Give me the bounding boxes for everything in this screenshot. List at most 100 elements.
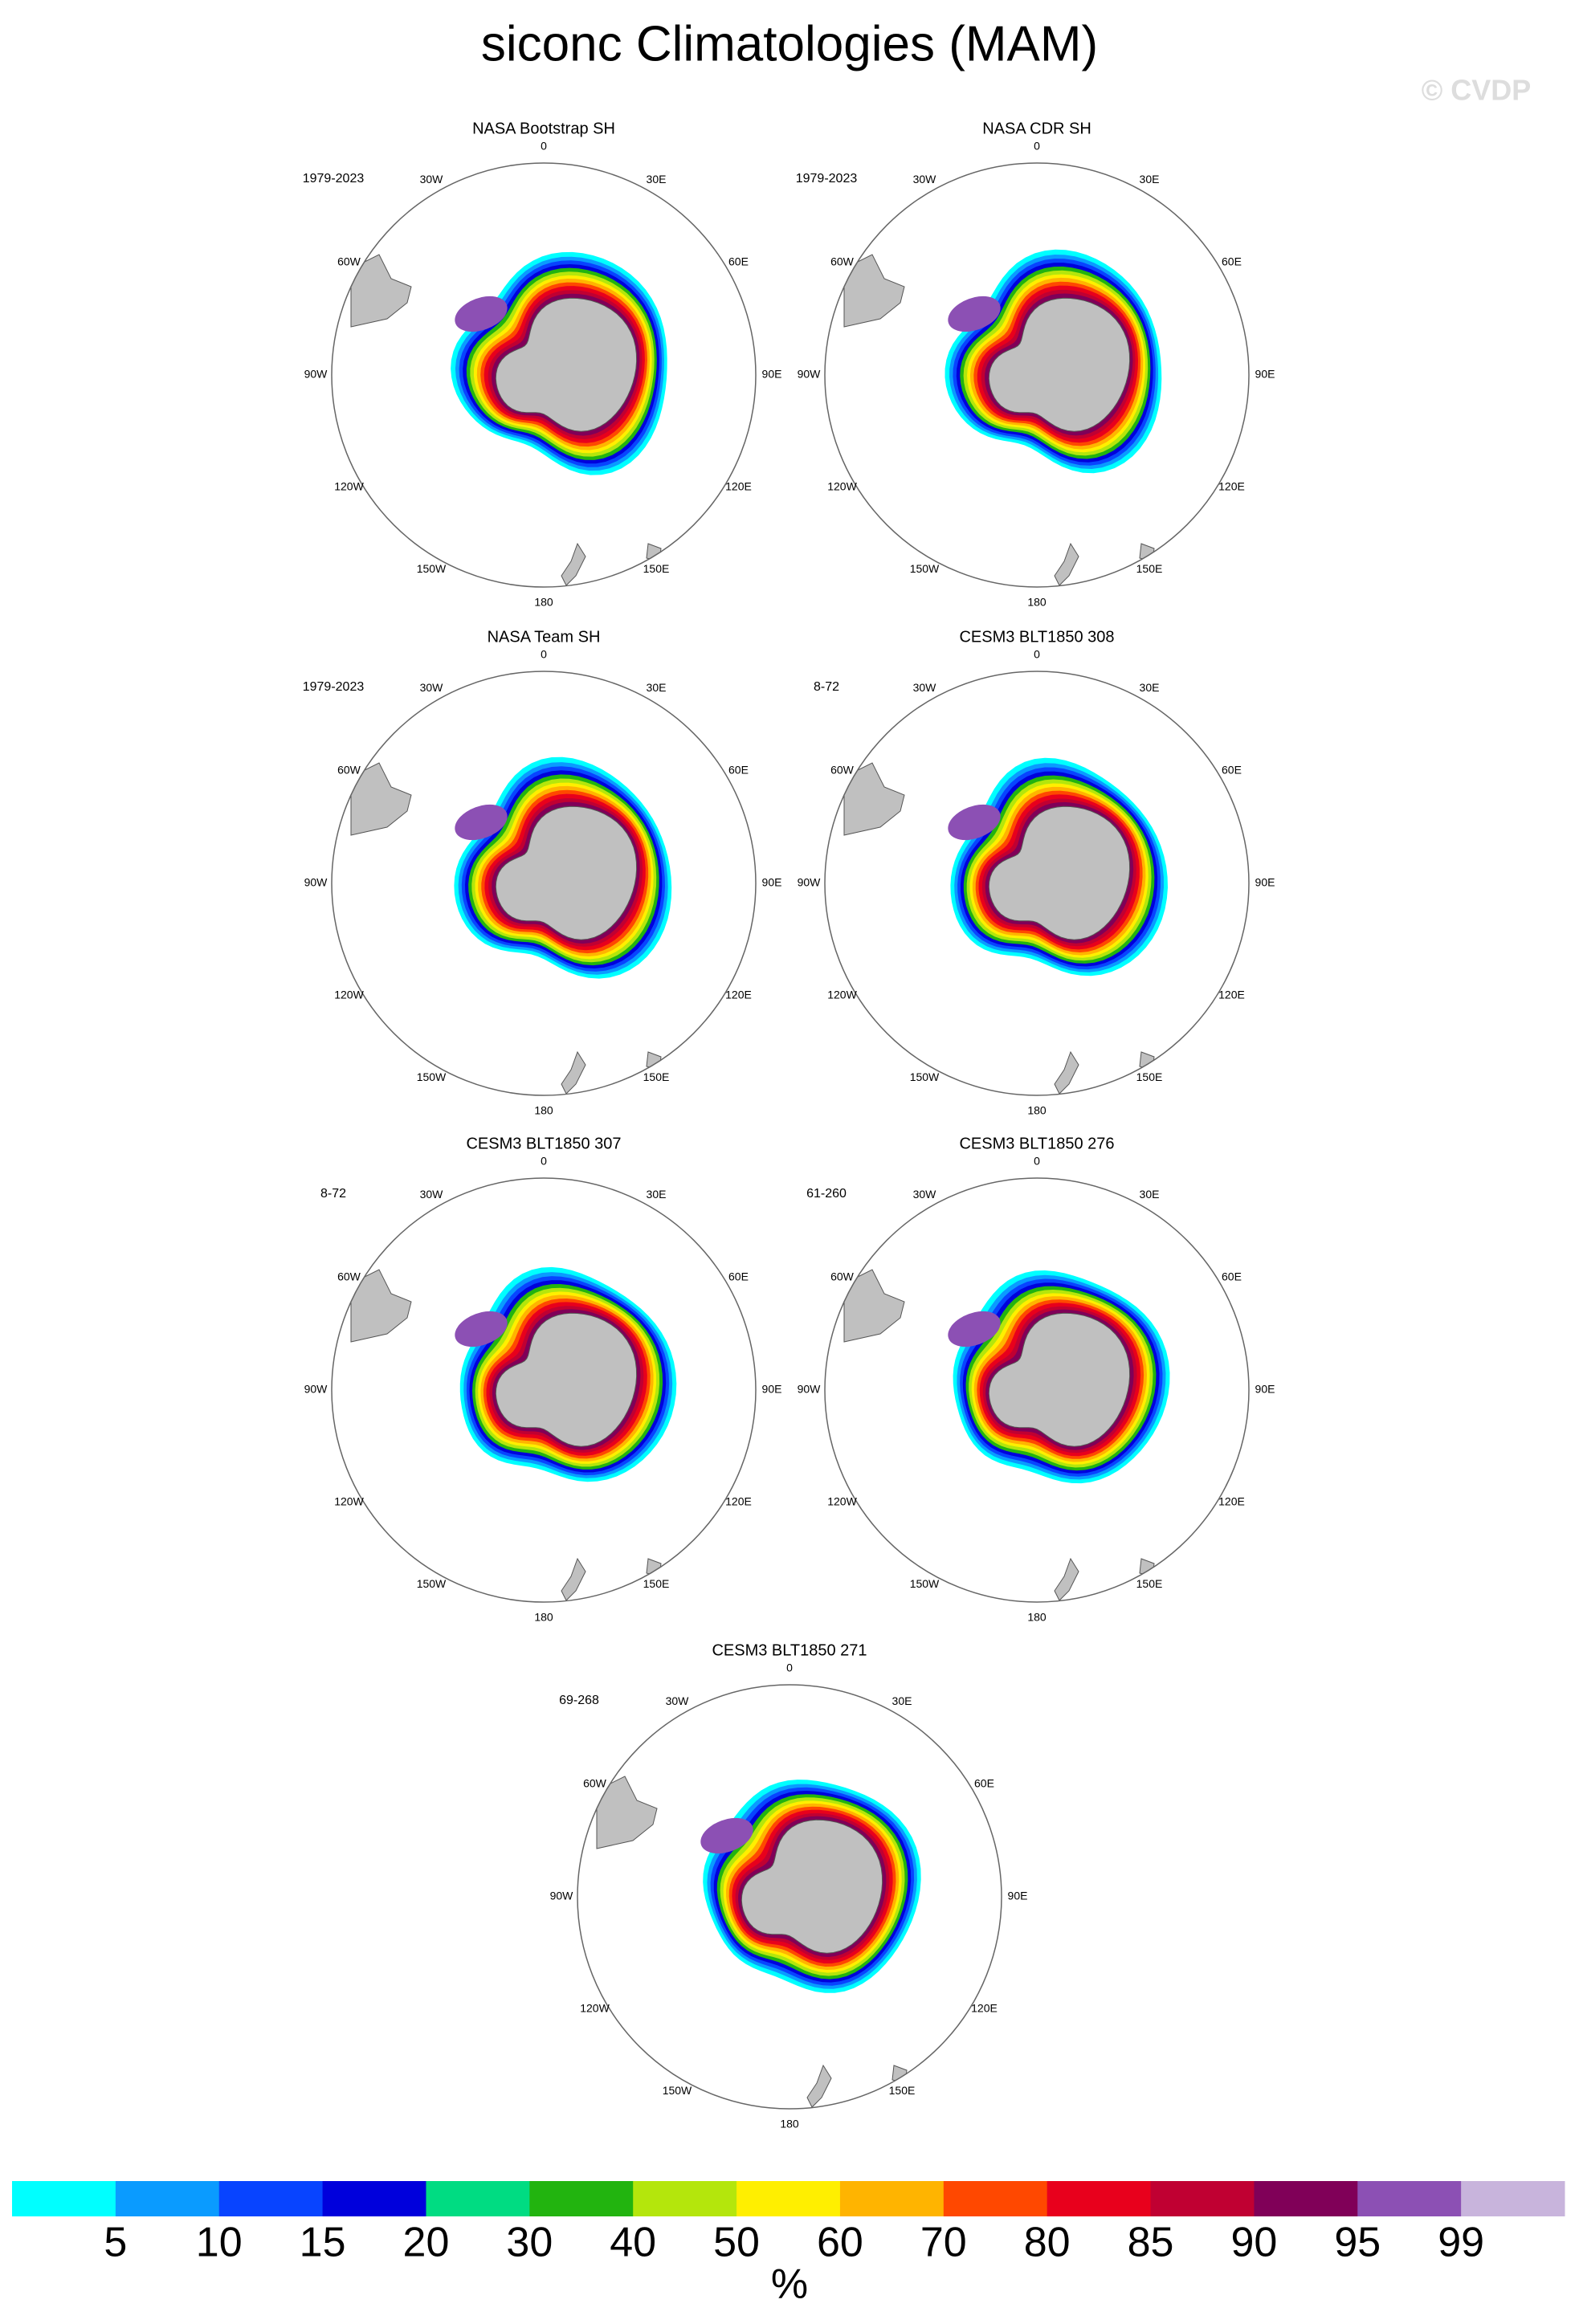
longitude-label: 120W bbox=[827, 1495, 857, 1508]
longitude-label: 30W bbox=[913, 1188, 937, 1201]
colorbar-box bbox=[1357, 2181, 1462, 2216]
new-zealand bbox=[1054, 1557, 1079, 1601]
map-panel: CESM3 BLT1850 308 8-72 0 30E 60E 90E 120E 150E 1… bbox=[798, 628, 1275, 1116]
map-boundary bbox=[331, 671, 757, 1096]
panel-period: 8-72 bbox=[814, 680, 839, 694]
antarctica bbox=[741, 1819, 883, 1954]
map-panel: CESM3 BLT1850 307 8-72 0 30E 60E 90E 120E 150E 1… bbox=[304, 1135, 782, 1623]
longitude-label: 90W bbox=[798, 876, 822, 889]
map-panel: CESM3 BLT1850 276 61-260 0 30E 60E 90E 120E 150… bbox=[798, 1135, 1275, 1623]
longitude-label: 60E bbox=[728, 255, 749, 268]
longitude-label: 150W bbox=[417, 562, 447, 575]
new-zealand bbox=[561, 1557, 586, 1601]
longitude-label: 120E bbox=[1218, 989, 1245, 1001]
colorbar-box bbox=[115, 2181, 220, 2216]
map-boundary bbox=[577, 1684, 1002, 2110]
longitude-label: 180 bbox=[1027, 596, 1047, 609]
longitude-label: 150W bbox=[910, 1577, 940, 1590]
longitude-label: 30W bbox=[420, 681, 444, 694]
colorbar-box bbox=[943, 2181, 1048, 2216]
longitude-label: 30W bbox=[913, 173, 937, 186]
longitude-label: 0 bbox=[541, 140, 547, 153]
longitude-label: 150E bbox=[889, 2084, 916, 2097]
south-america bbox=[596, 1776, 658, 1849]
panel-title: CESM3 BLT1850 307 bbox=[466, 1135, 621, 1152]
longitude-label: 30E bbox=[1140, 681, 1160, 694]
longitude-label: 0 bbox=[541, 1155, 547, 1168]
longitude-label: 150W bbox=[417, 1577, 447, 1590]
panel-title: CESM3 BLT1850 271 bbox=[712, 1641, 867, 1659]
antarctica bbox=[988, 297, 1131, 432]
longitude-label: 0 bbox=[1034, 1155, 1040, 1168]
panel-period: 1979-2023 bbox=[303, 172, 365, 186]
longitude-label: 90E bbox=[1255, 876, 1275, 889]
longitude-label: 150E bbox=[643, 1577, 670, 1590]
map-body bbox=[843, 249, 1162, 586]
map-panel: NASA Team SH 1979-2023 0 30E 60E 90E 120E 150E 1… bbox=[303, 628, 782, 1116]
map-body bbox=[350, 1266, 677, 1601]
panel-period: 8-72 bbox=[320, 1187, 346, 1201]
longitude-label: 90E bbox=[762, 368, 782, 381]
longitude-label: 90E bbox=[1255, 368, 1275, 381]
south-america bbox=[843, 762, 905, 836]
longitude-label: 150E bbox=[1136, 1577, 1163, 1590]
longitude-label: 150E bbox=[643, 562, 670, 575]
colorbar-label: 20 bbox=[403, 2220, 450, 2266]
colorbar-label: 60 bbox=[817, 2220, 863, 2266]
panel-period: 69-268 bbox=[559, 1694, 599, 1707]
colorbar-box bbox=[218, 2181, 324, 2216]
colorbar-label: 40 bbox=[610, 2220, 656, 2266]
colorbar-label: 5 bbox=[104, 2220, 127, 2266]
longitude-label: 150W bbox=[910, 562, 940, 575]
colorbar-box bbox=[322, 2181, 426, 2216]
longitude-label: 120E bbox=[1218, 480, 1245, 493]
ice-weddell bbox=[700, 1817, 753, 1854]
longitude-label: 180 bbox=[1027, 1611, 1047, 1624]
map-boundary bbox=[824, 1177, 1250, 1603]
longitude-label: 30W bbox=[420, 173, 444, 186]
longitude-label: 90W bbox=[798, 368, 822, 381]
antarctica bbox=[495, 1312, 638, 1447]
colorbar-label: 90 bbox=[1230, 2220, 1277, 2266]
longitude-label: 90E bbox=[762, 876, 782, 889]
colorbar-box bbox=[633, 2181, 737, 2216]
map-boundary bbox=[331, 1177, 757, 1603]
longitude-label: 60W bbox=[830, 255, 855, 268]
map-boundary bbox=[331, 162, 757, 588]
longitude-label: 0 bbox=[541, 648, 547, 661]
longitude-label: 120E bbox=[725, 480, 752, 493]
south-america bbox=[350, 1269, 412, 1343]
colorbar-box bbox=[12, 2181, 116, 2216]
colorbar-box bbox=[736, 2181, 841, 2216]
colorbar-unit: % bbox=[771, 2261, 808, 2308]
longitude-label: 150W bbox=[910, 1070, 940, 1083]
longitude-label: 30E bbox=[1140, 1188, 1160, 1201]
colorbar-box bbox=[1047, 2181, 1152, 2216]
map-body bbox=[350, 756, 672, 1095]
longitude-label: 90W bbox=[304, 876, 328, 889]
longitude-label: 90W bbox=[798, 1383, 822, 1396]
colorbar-label: 10 bbox=[196, 2220, 243, 2266]
map-body bbox=[843, 1269, 1170, 1601]
ice-weddell bbox=[455, 1311, 508, 1348]
colorbar-box bbox=[839, 2181, 945, 2216]
new-zealand bbox=[561, 542, 586, 586]
antarctica bbox=[495, 805, 638, 940]
ice-weddell bbox=[948, 1311, 1001, 1348]
watermark: © CVDP bbox=[1422, 74, 1532, 107]
longitude-label: 30E bbox=[647, 1188, 667, 1201]
longitude-label: 150W bbox=[417, 1070, 447, 1083]
ice-weddell bbox=[948, 804, 1001, 841]
longitude-label: 30W bbox=[420, 1188, 444, 1201]
colorbar-label: 50 bbox=[713, 2220, 760, 2266]
panel-title: CESM3 BLT1850 308 bbox=[959, 628, 1114, 646]
longitude-label: 90E bbox=[762, 1383, 782, 1396]
colorbar-box bbox=[1461, 2181, 1565, 2216]
new-zealand bbox=[1054, 542, 1079, 586]
longitude-label: 180 bbox=[1027, 1104, 1047, 1117]
longitude-label: 180 bbox=[534, 1104, 553, 1117]
longitude-label: 90W bbox=[550, 1890, 574, 1902]
longitude-label: 60W bbox=[830, 764, 855, 777]
longitude-label: 60E bbox=[974, 1777, 994, 1790]
map-body bbox=[350, 251, 667, 586]
